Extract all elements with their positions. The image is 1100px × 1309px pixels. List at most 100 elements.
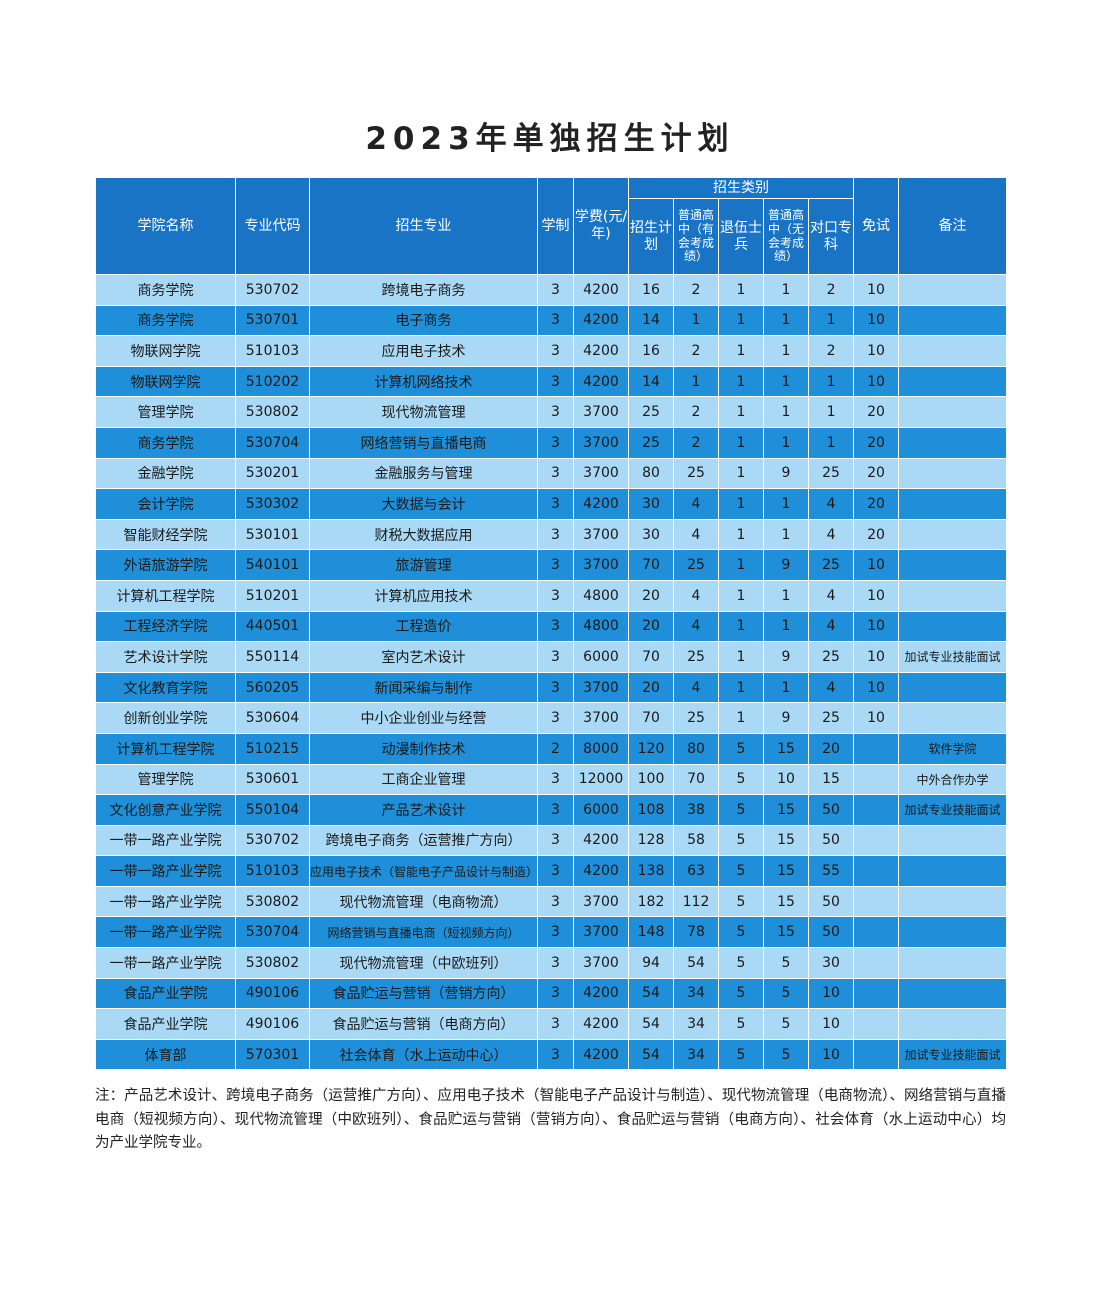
table-row: 一带一路产业学院 530704 网络营销与直播电商（短视频方向） 3 3700 148 78… bbox=[95, 916, 1008, 949]
general-with-scores-cell: 34 bbox=[673, 977, 719, 1010]
fee-cell: 4800 bbox=[573, 579, 629, 612]
plan-cell: 20 bbox=[628, 579, 674, 612]
header-fee: 学费(元/年) bbox=[573, 177, 629, 275]
veteran-cell: 5 bbox=[718, 794, 764, 826]
plan-cell: 128 bbox=[628, 824, 674, 857]
table-row: 物联网学院 510103 应用电子技术 3 4200 16 2 1 1 2 10 bbox=[95, 335, 1008, 367]
fee-cell: 12000 bbox=[573, 763, 629, 796]
major-cell: 动漫制作技术 bbox=[309, 732, 538, 765]
fee-cell: 4200 bbox=[573, 855, 629, 887]
vocational-cell: 1 bbox=[807, 396, 855, 428]
general-without-scores-cell: 15 bbox=[763, 732, 809, 765]
remark-cell: 中外合作办学 bbox=[898, 763, 1008, 796]
code-cell: 440501 bbox=[235, 610, 310, 643]
plan-cell: 14 bbox=[628, 304, 674, 337]
exempt-cell: 10 bbox=[853, 610, 900, 643]
general-without-scores-cell: 1 bbox=[763, 335, 809, 367]
years-cell: 3 bbox=[537, 365, 574, 398]
remark-cell bbox=[898, 549, 1008, 581]
years-cell: 3 bbox=[537, 426, 574, 459]
years-cell: 3 bbox=[537, 274, 574, 306]
plan-cell: 80 bbox=[628, 457, 674, 490]
remark-cell bbox=[898, 702, 1008, 734]
code-cell: 550114 bbox=[235, 641, 310, 673]
table-row: 一带一路产业学院 530702 跨境电子商务（运营推广方向） 3 4200 128 58 5 1… bbox=[95, 824, 1008, 857]
code-cell: 570301 bbox=[235, 1038, 310, 1071]
college-cell: 管理学院 bbox=[95, 396, 236, 428]
remark-cell bbox=[898, 916, 1008, 949]
years-cell: 3 bbox=[537, 702, 574, 734]
vocational-cell: 15 bbox=[807, 763, 855, 796]
vocational-cell: 4 bbox=[807, 518, 855, 551]
general-without-scores-cell: 1 bbox=[763, 426, 809, 459]
header-plan: 招生计划 bbox=[628, 198, 674, 275]
major-cell: 旅游管理 bbox=[309, 549, 538, 581]
remark-cell bbox=[898, 304, 1008, 337]
fee-cell: 3700 bbox=[573, 457, 629, 490]
college-cell: 一带一路产业学院 bbox=[95, 855, 236, 887]
plan-cell: 30 bbox=[628, 488, 674, 520]
exempt-cell bbox=[853, 947, 900, 979]
code-cell: 560205 bbox=[235, 671, 310, 704]
exempt-cell: 10 bbox=[853, 579, 900, 612]
exempt-cell: 10 bbox=[853, 702, 900, 734]
veteran-cell: 1 bbox=[718, 304, 764, 337]
header-vocational: 对口专科 bbox=[807, 198, 855, 275]
years-cell: 3 bbox=[537, 488, 574, 520]
general-with-scores-cell: 25 bbox=[673, 457, 719, 490]
major-cell: 电子商务 bbox=[309, 304, 538, 337]
veteran-cell: 1 bbox=[718, 671, 764, 704]
vocational-cell: 4 bbox=[807, 488, 855, 520]
code-cell: 510103 bbox=[235, 335, 310, 367]
fee-cell: 4200 bbox=[573, 365, 629, 398]
exempt-cell bbox=[853, 794, 900, 826]
vocational-cell: 10 bbox=[807, 1008, 855, 1040]
header-remark: 备注 bbox=[898, 177, 1008, 275]
plan-cell: 70 bbox=[628, 549, 674, 581]
table-row: 会计学院 530302 大数据与会计 3 4200 30 4 1 1 4 20 bbox=[95, 488, 1008, 520]
fee-cell: 6000 bbox=[573, 794, 629, 826]
major-cell: 现代物流管理 bbox=[309, 396, 538, 428]
fee-cell: 4200 bbox=[573, 304, 629, 337]
plan-cell: 100 bbox=[628, 763, 674, 796]
table-row: 计算机工程学院 510201 计算机应用技术 3 4800 20 4 1 1 4 10 bbox=[95, 579, 1008, 612]
remark-cell bbox=[898, 335, 1008, 367]
years-cell: 3 bbox=[537, 457, 574, 490]
major-cell: 现代物流管理（电商物流） bbox=[309, 885, 538, 918]
general-without-scores-cell: 1 bbox=[763, 518, 809, 551]
major-cell: 应用电子技术（智能电子产品设计与制造） bbox=[309, 855, 538, 887]
college-cell: 金融学院 bbox=[95, 457, 236, 490]
general-without-scores-cell: 10 bbox=[763, 763, 809, 796]
college-cell: 计算机工程学院 bbox=[95, 732, 236, 765]
years-cell: 3 bbox=[537, 610, 574, 643]
fee-cell: 4200 bbox=[573, 274, 629, 306]
plan-cell: 54 bbox=[628, 1008, 674, 1040]
vocational-cell: 4 bbox=[807, 579, 855, 612]
vocational-cell: 10 bbox=[807, 1038, 855, 1071]
college-cell: 工程经济学院 bbox=[95, 610, 236, 643]
general-with-scores-cell: 34 bbox=[673, 1008, 719, 1040]
major-cell: 室内艺术设计 bbox=[309, 641, 538, 673]
major-cell: 计算机应用技术 bbox=[309, 579, 538, 612]
major-cell: 中小企业创业与经营 bbox=[309, 702, 538, 734]
table-row: 一带一路产业学院 530802 现代物流管理（电商物流） 3 3700 182 112 5 15… bbox=[95, 885, 1008, 918]
page-title: 2023年单独招生计划 bbox=[365, 121, 735, 157]
remark-cell bbox=[898, 274, 1008, 306]
remark-cell bbox=[898, 426, 1008, 459]
years-cell: 3 bbox=[537, 579, 574, 612]
general-with-scores-cell: 2 bbox=[673, 335, 719, 367]
vocational-cell: 25 bbox=[807, 457, 855, 490]
header-code: 专业代码 bbox=[235, 177, 310, 275]
header-major: 招生专业 bbox=[309, 177, 538, 275]
vocational-cell: 25 bbox=[807, 549, 855, 581]
plan-cell: 108 bbox=[628, 794, 674, 826]
general-with-scores-cell: 4 bbox=[673, 579, 719, 612]
code-cell: 530302 bbox=[235, 488, 310, 520]
footnote: 注：产品艺术设计、跨境电子商务（运营推广方向）、应用电子技术（智能电子产品设计与… bbox=[95, 1088, 1006, 1151]
veteran-cell: 5 bbox=[718, 855, 764, 887]
plan-cell: 138 bbox=[628, 855, 674, 887]
remark-cell bbox=[898, 947, 1008, 979]
plan-cell: 20 bbox=[628, 671, 674, 704]
exempt-cell: 10 bbox=[853, 549, 900, 581]
general-with-scores-cell: 2 bbox=[673, 426, 719, 459]
